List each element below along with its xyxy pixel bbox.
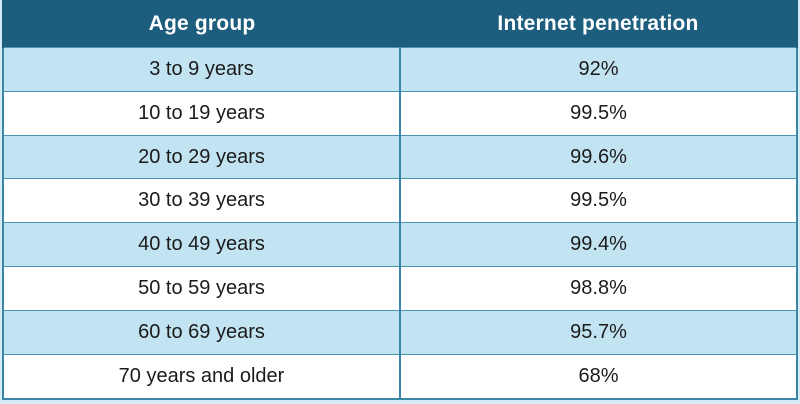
age-group-cell: 70 years and older [2,353,401,400]
age-group-cell: 3 to 9 years [2,47,401,92]
age-group-cell: 50 to 59 years [2,266,401,311]
age-group-cell: 10 to 19 years [2,90,401,136]
age-group-cell: 20 to 29 years [2,134,401,180]
penetration-cell: 95.7% [399,309,798,355]
penetration-cell: 99.6% [399,134,798,180]
table-row: 3 to 9 years 92% [2,47,798,92]
penetration-cell: 98.8% [399,266,798,311]
table-header: Age group Internet penetration [2,0,798,48]
penetration-cell: 99.5% [399,178,798,224]
penetration-cell: 99.5% [399,90,798,136]
table-row: 60 to 69 years 95.7% [2,309,798,355]
table-row: 20 to 29 years 99.6% [2,134,798,180]
age-group-cell: 30 to 39 years [2,178,401,224]
penetration-cell: 99.4% [399,222,798,268]
table-row: 40 to 49 years 99.4% [2,222,798,268]
column-header-internet-penetration: Internet penetration [400,0,798,48]
age-group-cell: 60 to 69 years [2,309,401,355]
header-row: Age group Internet penetration [2,0,798,48]
table-row: 70 years and older 68% [2,353,798,400]
table-body: 3 to 9 years 92% 10 to 19 years 99.5% 20… [2,47,798,400]
age-group-cell: 40 to 49 years [2,222,401,268]
penetration-cell: 92% [399,47,798,92]
column-header-age-group: Age group [2,0,400,48]
table-row: 30 to 39 years 99.5% [2,178,798,224]
table-row: 10 to 19 years 99.5% [2,90,798,136]
penetration-cell: 68% [399,353,798,400]
table-row: 50 to 59 years 98.8% [2,266,798,311]
